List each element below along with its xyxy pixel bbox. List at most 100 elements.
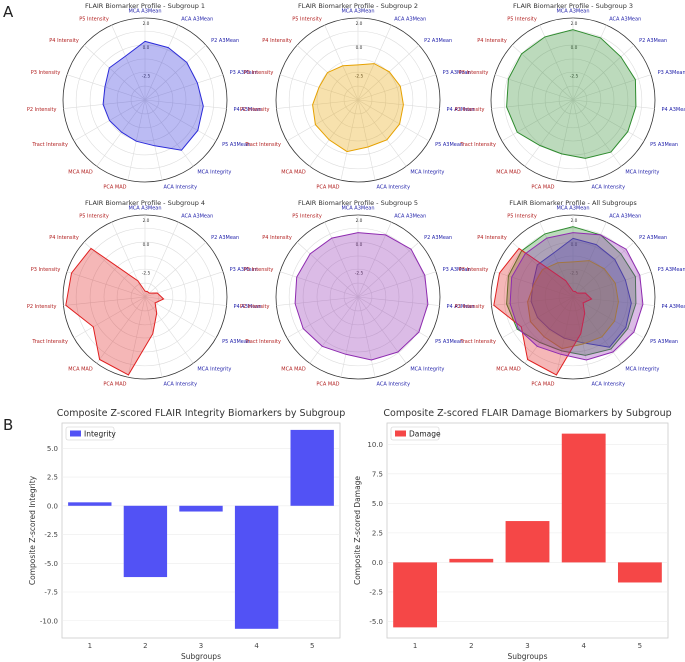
axis-label: ACA Intensity [592,382,626,388]
radar-spoke [144,99,163,181]
axis-label: MCA Integrity [410,367,444,373]
axis-label: MCA A3Mean [556,206,589,212]
radar-spoke [572,74,652,101]
axis-label: P4 Intensity [262,38,292,44]
axis-label: P2 Intensity [455,304,485,310]
radar-spoke [111,24,146,101]
plot-frame [61,422,341,639]
radar-spoke [144,221,179,298]
radar-series-1 [102,40,204,151]
radar-series-5 [509,232,644,361]
legend-swatch [70,430,81,437]
radar-series-1 [506,29,637,159]
axis-label: P5 A3Mean [435,339,463,345]
bar-1 [68,502,112,506]
legend-box [390,426,440,441]
axis-label: P3 A3Mean [658,70,685,76]
x-axis-label: Subgroups [181,652,221,661]
ring-label: 0.0 [571,45,578,51]
panel-b-label: B [3,416,13,434]
axis-label: P5 A3Mean [435,142,463,148]
radar-chart-1: FLAIR Biomarker Profile - Subgroup 1MCA … [27,2,262,191]
axis-label: P2 Intensity [240,107,270,113]
radar-spoke [357,241,420,298]
panel-a-label: A [3,3,14,21]
bar-5 [290,429,334,506]
y-tick-label: 2.5 [372,529,383,537]
bar-3 [505,521,550,563]
bar-5 [617,562,662,583]
axis-label: Tract Intensity [31,142,68,148]
y-tick-label: -2.5 [369,588,383,596]
ring-label: 2.0 [571,218,578,224]
radar-spoke [309,296,359,364]
radar-series-1 [312,63,404,153]
radar-spoke [144,99,227,109]
axis-label: P3 A3Mean [230,70,258,76]
bar-2 [449,558,494,563]
radar-chart-3: FLAIR Biomarker Profile - Subgroup 3MCA … [455,2,685,191]
axis-label: P4 A3Mean [662,107,685,113]
axis-label: MCA A3Mean [556,9,589,15]
radar-series-1 [65,247,165,376]
radar-spoke [357,99,430,142]
radar-spoke [63,296,146,306]
axis-label: P3 Intensity [244,267,274,273]
radar-series-4 [493,247,593,376]
radar-spoke [357,24,392,101]
y-axis-label: Composite Z-scored Integrity [28,475,37,585]
ring-label: 2.0 [356,218,363,224]
axis-label: MCA A3Mean [128,9,161,15]
ring-label: 0.0 [143,242,150,248]
axis-label: MCA MAD [496,367,521,373]
radar-spoke [144,24,179,101]
axis-label: ACA A3Mean [609,16,641,22]
axis-label: P3 A3Mean [443,267,471,273]
axis-label: ACA A3Mean [394,16,426,22]
axis-label: P2 Intensity [240,304,270,310]
radar-spoke [572,296,591,378]
ring-label: -2.5 [355,74,364,80]
radar-title: FLAIR Biomarker Profile - Subgroup 5 [298,199,418,207]
axis-label: P4 A3Mean [662,304,685,310]
radar-spoke [144,44,207,101]
radar-spoke [144,296,194,364]
radar-chart-2: FLAIR Biomarker Profile - Subgroup 2MCA … [240,2,475,191]
axis-label: P3 Intensity [31,70,61,76]
axis-label: P2 Intensity [27,107,57,113]
ring-label: -2.5 [142,74,151,80]
axis-label: MCA MAD [281,170,306,176]
x-tick-label: 3 [525,642,529,650]
radar-spoke [357,44,420,101]
axis-label: Tract Intensity [459,142,496,148]
radar-spoke [539,221,574,298]
axis-label: P5 Intensity [507,16,537,22]
legend-label: Integrity [84,430,116,439]
radar-spoke [144,296,227,306]
axis-label: P5 A3Mean [650,142,678,148]
radar-spoke [357,99,376,181]
ring-label: 2.0 [143,218,150,224]
ring-label: 2.0 [356,21,363,27]
axis-label: P5 Intensity [79,16,109,22]
radar-spoke [127,296,146,378]
radar-spoke [524,296,574,364]
x-axis-label: Subgroups [508,652,548,661]
radar-spoke [63,99,146,109]
legend: Damage [390,426,441,441]
axis-label: P4 Intensity [477,38,507,44]
ring-label: 0.0 [571,242,578,248]
bar-charts: Composite Z-scored FLAIR Integrity Bioma… [28,408,672,661]
radar-spoke [96,99,146,167]
axis-label: ACA A3Mean [394,213,426,219]
radar-spoke [340,296,359,378]
radar-spoke [144,296,217,339]
radar-spoke [572,296,655,306]
y-tick-label: 5.0 [372,500,383,508]
x-tick-label: 1 [88,642,92,650]
radar-spoke [357,271,437,298]
legend-label: Damage [409,430,441,439]
axis-label: ACA Intensity [164,382,198,388]
axis-label: P3 A3Mean [443,70,471,76]
